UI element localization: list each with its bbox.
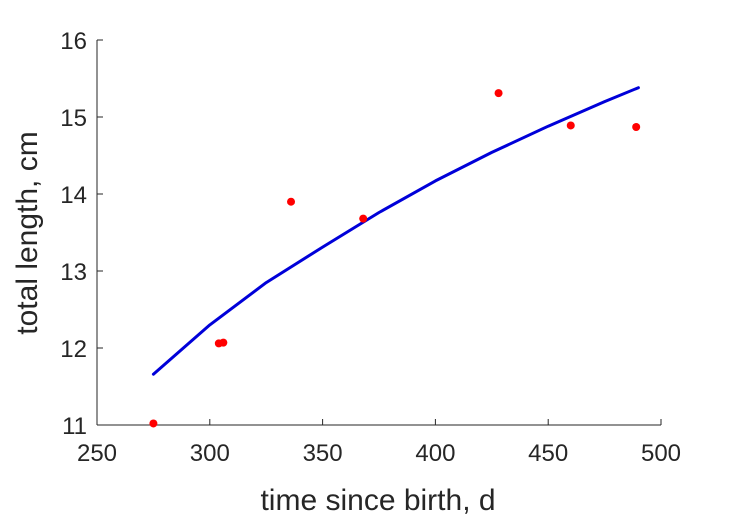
data-point [359, 214, 368, 223]
y-tick-label: 15 [60, 105, 87, 132]
y-tick-label: 13 [60, 259, 87, 286]
data-point [219, 338, 228, 347]
data-point [287, 197, 296, 206]
x-tick-label: 300 [190, 440, 230, 467]
y-tick-label: 12 [60, 336, 87, 363]
x-tick-label: 450 [528, 440, 568, 467]
x-tick-label: 350 [303, 440, 343, 467]
x-tick-label: 400 [415, 440, 455, 467]
x-tick-label: 500 [641, 440, 681, 467]
data-point [632, 123, 641, 132]
x-axis-label: time since birth, d [260, 484, 495, 517]
data-point [494, 89, 503, 98]
y-tick-label: 14 [60, 182, 87, 209]
x-tick-label: 250 [77, 440, 117, 467]
fit-curve [151, 86, 640, 376]
y-axis-label: total length, cm [11, 131, 44, 334]
axes: 250 300 350 400 450 500 11 12 13 14 15 16 [60, 28, 681, 467]
fit-curve-layer [151, 86, 640, 376]
data-point [149, 419, 158, 428]
data-point [566, 121, 575, 130]
data-points-layer [149, 89, 641, 428]
y-tick-label: 11 [62, 413, 87, 440]
y-tick-label: 16 [60, 28, 87, 55]
